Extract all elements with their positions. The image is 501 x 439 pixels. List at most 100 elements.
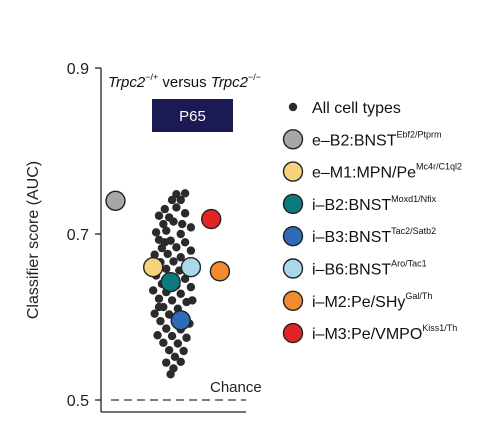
all-cell-point	[178, 219, 187, 229]
all-cell-point	[159, 338, 168, 347]
legend-label: i–M2:Pe/SHyGal/Th	[312, 291, 432, 311]
legend-label-main: e–M1:MPN/Pe	[312, 165, 416, 182]
highlighted-points	[105, 190, 231, 331]
all-cell-point	[180, 189, 190, 198]
legend-label: e–M1:MPN/PeMc4r/C1ql2	[312, 162, 462, 182]
all-cell-point	[169, 257, 178, 266]
all-cell-point	[172, 203, 181, 212]
all-cell-point	[186, 223, 196, 232]
all-cell-point	[169, 217, 178, 226]
legend-label-main: i–B3:BNST	[312, 229, 391, 246]
all-cell-point	[162, 358, 171, 367]
all-cell-point	[154, 294, 164, 303]
all-cell-point	[179, 346, 188, 356]
all-cell-point	[167, 195, 177, 205]
all-cell-point	[151, 228, 161, 237]
legend-label-all-cell-types: All cell types	[312, 100, 401, 117]
all-cell-point	[170, 352, 180, 362]
legend-label-main: e–B2:BNST	[312, 132, 397, 149]
all-cell-point	[172, 189, 181, 199]
legend-label-main: i–M2:Pe/SHy	[312, 294, 405, 311]
all-cell-point	[180, 238, 190, 247]
legend-marker	[282, 161, 304, 182]
legend-label: i–M3:Pe/VMPOKiss1/Th	[312, 323, 457, 343]
all-cell-point	[180, 209, 190, 218]
highlighted-point	[160, 271, 181, 293]
chart-title: Trpc2−/+ versus Trpc2−/−	[108, 72, 261, 91]
all-cell-point	[167, 296, 177, 305]
legend-marker-all-cell-types	[288, 102, 298, 112]
all-cell-point	[149, 286, 158, 295]
all-cell-point	[156, 316, 165, 326]
legend-marker	[282, 322, 304, 344]
legend-marker	[282, 193, 304, 215]
y-ticks: 0.5 0.7 0.9	[67, 61, 101, 410]
legend-label-sup: Tac2/Satb2	[391, 226, 436, 236]
age-badge-label: P65	[179, 108, 206, 125]
all-cell-point	[163, 249, 172, 259]
legend-label-sup: Moxd1/Nfix	[391, 194, 437, 204]
legend-label-main: i–B6:BNST	[312, 262, 391, 279]
all-cell-point	[162, 226, 171, 235]
legend-label: i–B3:BNSTTac2/Satb2	[312, 226, 436, 246]
title-sup-1: −/+	[145, 72, 158, 82]
all-cell-point	[159, 219, 168, 229]
chance-label: Chance	[210, 379, 262, 396]
all-cell-point	[150, 250, 159, 259]
all-cell-point	[188, 296, 197, 305]
highlighted-point	[105, 190, 126, 212]
y-tick-label: 0.5	[67, 393, 89, 410]
all-cell-point	[162, 264, 171, 274]
legend-label: i–B2:BNSTMoxd1/Nfix	[312, 194, 437, 214]
all-cell-point	[154, 211, 164, 220]
highlighted-point	[200, 208, 222, 230]
title-sup-2: −/−	[248, 72, 261, 82]
all-cell-point	[154, 302, 164, 312]
all-cell-point	[176, 357, 185, 367]
legend-label-sup: Aro/Tac1	[391, 259, 427, 269]
title-middle: versus	[158, 74, 211, 91]
title-gene-2: Trpc2	[211, 74, 249, 91]
all-cell-point	[172, 243, 181, 252]
all-cell-point	[182, 333, 191, 342]
legend-label-sup: Mc4r/C1ql2	[416, 162, 462, 172]
all-cell-point	[176, 229, 185, 239]
highlighted-point	[209, 261, 231, 282]
legend-label-main: i–M3:Pe/VMPO	[312, 326, 422, 343]
legend-marker	[282, 290, 304, 311]
y-tick-label: 0.7	[67, 227, 89, 244]
all-cell-point	[164, 346, 174, 355]
legend-label-sup: Gal/Th	[405, 291, 432, 301]
all-cell-point	[176, 253, 185, 262]
highlighted-point	[142, 257, 164, 278]
highlighted-point	[170, 310, 191, 331]
y-axis-label: Classifier score (AUC)	[25, 161, 42, 319]
all-cell-point	[160, 204, 169, 214]
all-cell-point	[176, 195, 185, 205]
all-cell-point	[166, 370, 175, 379]
legend-marker	[282, 258, 304, 279]
all-cell-point	[153, 331, 162, 340]
legend-marker	[282, 129, 304, 150]
age-badge	[152, 99, 233, 132]
legend-label-sup: Kiss1/Th	[422, 323, 457, 333]
all-cell-point	[162, 324, 171, 333]
legend-marker	[282, 225, 304, 247]
y-tick-label: 0.9	[67, 61, 89, 78]
all-cell-point	[186, 282, 196, 292]
highlighted-point	[180, 257, 202, 278]
all-cell-point	[186, 246, 196, 255]
legend: All cell types e–B2:BNSTEbf2/Ptprm e–M1:MP…	[282, 100, 462, 344]
legend-label: e–B2:BNSTEbf2/Ptprm	[312, 129, 442, 149]
all-cell-point	[176, 289, 185, 298]
legend-label-main: i–B2:BNST	[312, 197, 391, 214]
all-cell-points	[149, 189, 197, 379]
legend-label: i–B6:BNSTAro/Tac1	[312, 259, 427, 279]
all-cell-point	[180, 274, 190, 284]
title-gene-1: Trpc2	[108, 74, 146, 91]
all-cell-point	[167, 331, 177, 341]
all-cell-point	[173, 339, 183, 348]
legend-label-sup: Ebf2/Ptprm	[396, 129, 441, 139]
all-cell-point	[160, 238, 169, 247]
